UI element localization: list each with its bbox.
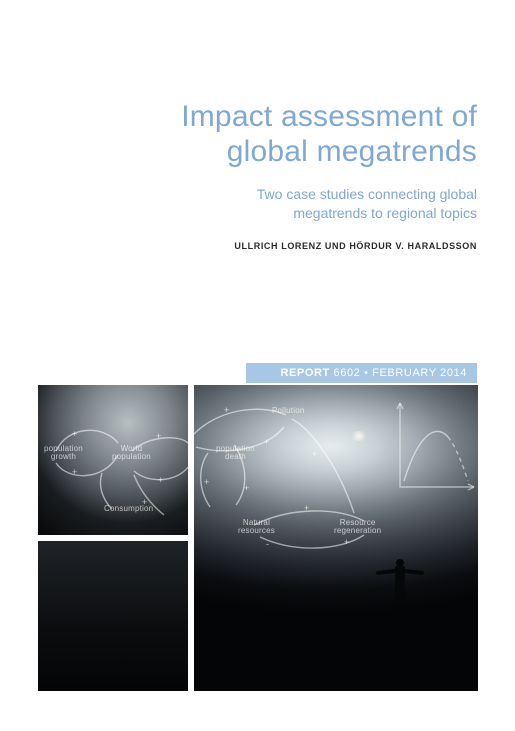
title-block: Impact assessment of global megatrends T… <box>97 100 477 251</box>
svg-text:+: + <box>264 437 269 447</box>
author-line: ULLRICH LORENZ UND HÖRDUR V. HARALDSSON <box>97 241 477 251</box>
svg-text:+: + <box>72 467 77 477</box>
node-pollution: Pollution <box>272 407 305 415</box>
cover-image-grid: + + + + + populationgrowth Worldpopulati… <box>38 385 478 691</box>
node-population-growth: populationgrowth <box>44 445 83 462</box>
node-resource-regeneration: Resourceregeneration <box>334 519 381 536</box>
title-line-2: global megatrends <box>97 135 477 170</box>
node-world-population: Worldpopulation <box>112 445 151 462</box>
image-tile-large: + + + + + + - + Pollution populationdeat… <box>194 385 478 691</box>
svg-text:+: + <box>312 449 317 459</box>
svg-text:+: + <box>156 431 161 441</box>
subtitle-line-2: megatrends to regional topics <box>293 205 477 221</box>
subtitle-line-1: Two case studies connecting global <box>257 186 477 202</box>
report-label: REPORT <box>280 367 329 379</box>
node-population-death: populationdeath <box>216 445 255 462</box>
title-line-1: Impact assessment of <box>97 100 477 135</box>
image-tile-bottom-left <box>38 541 188 691</box>
svg-text:-: - <box>266 539 269 549</box>
sun-glow <box>350 431 368 441</box>
report-number: 6602 <box>334 367 361 379</box>
svg-text:+: + <box>304 503 309 513</box>
svg-text:+: + <box>158 475 163 485</box>
svg-text:+: + <box>72 429 77 439</box>
svg-text:+: + <box>204 477 209 487</box>
subtitle: Two case studies connecting global megat… <box>97 185 477 223</box>
svg-text:+: + <box>224 405 229 415</box>
report-separator: • <box>364 367 368 379</box>
node-consumption: Consumption <box>104 505 153 513</box>
report-bar: REPORT 6602 • FEBRUARY 2014 <box>246 363 477 383</box>
node-natural-resources: Naturalresources <box>238 519 275 536</box>
svg-text:+: + <box>244 483 249 493</box>
image-tile-top-left: + + + + + populationgrowth Worldpopulati… <box>38 385 188 535</box>
diagram-overlay-large: + + + + + + - + <box>194 385 478 691</box>
silhouette-figure-icon <box>378 559 422 605</box>
report-date: FEBRUARY 2014 <box>372 367 467 379</box>
svg-text:+: + <box>344 537 349 547</box>
